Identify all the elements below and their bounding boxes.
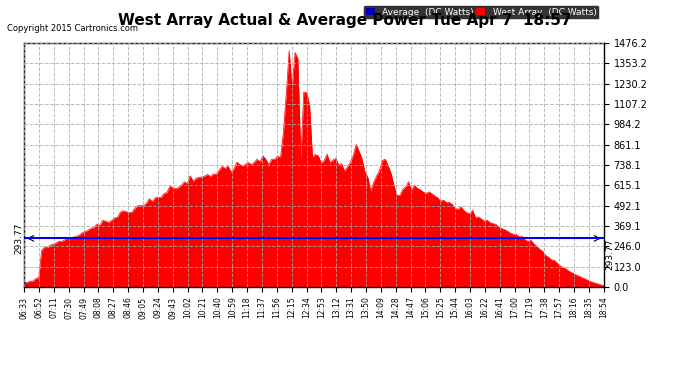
Text: 293.77: 293.77 bbox=[14, 223, 23, 254]
Text: West Array Actual & Average Power Tue Apr 7  18:57: West Array Actual & Average Power Tue Ap… bbox=[118, 13, 572, 28]
Text: 293.77: 293.77 bbox=[605, 238, 614, 270]
Text: Copyright 2015 Cartronics.com: Copyright 2015 Cartronics.com bbox=[7, 24, 138, 33]
Legend: Average  (DC Watts), West Array  (DC Watts): Average (DC Watts), West Array (DC Watts… bbox=[363, 5, 599, 20]
